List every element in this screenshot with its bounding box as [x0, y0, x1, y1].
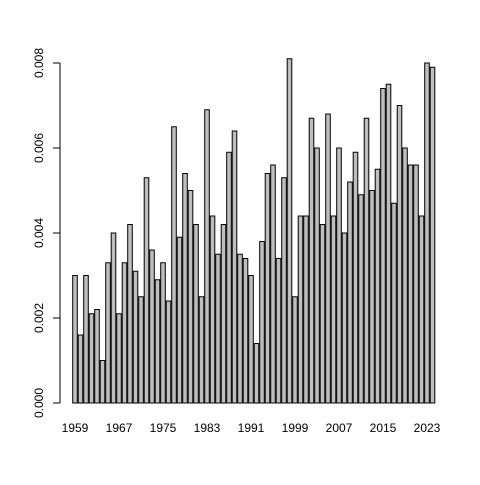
x-tick-label: 1967: [106, 421, 133, 435]
bar: [204, 109, 210, 404]
bar: [286, 58, 293, 404]
bar: [193, 224, 199, 404]
bar: [259, 241, 265, 404]
bar: [242, 258, 249, 404]
bar: [88, 313, 95, 404]
bar: [418, 215, 425, 404]
bar: [127, 224, 133, 404]
bar: [105, 262, 111, 404]
bar: [253, 343, 260, 404]
bar: [237, 253, 243, 404]
bar: [358, 194, 364, 404]
bar: [308, 117, 315, 404]
bar: [264, 173, 271, 404]
x-tick-label: 2023: [414, 421, 441, 435]
x-tick-label: 2015: [370, 421, 397, 435]
bar: [314, 147, 320, 404]
bar: [391, 202, 397, 404]
bar: [77, 334, 84, 404]
bar: [110, 232, 117, 404]
bar: [325, 113, 331, 404]
y-tick-label: 0.002: [32, 303, 46, 333]
bar: [121, 262, 128, 404]
bar: [281, 177, 287, 404]
bar: [160, 262, 166, 404]
bar: [198, 296, 205, 404]
y-tick-label: 0.008: [32, 48, 46, 78]
bar: [303, 215, 309, 404]
bar: [330, 215, 337, 404]
bar: [83, 275, 89, 404]
bar: [424, 62, 430, 404]
bar: [319, 224, 326, 404]
bar: [231, 130, 238, 404]
x-tick-label: 1975: [150, 421, 177, 435]
bar: [270, 164, 276, 404]
bar: [94, 309, 100, 404]
x-tick-label: 1991: [238, 421, 265, 435]
bar: [165, 300, 172, 404]
bar: [407, 164, 414, 404]
bar: [385, 83, 392, 404]
bar: [336, 147, 342, 404]
bar: [187, 190, 194, 404]
bar: [341, 232, 348, 404]
bar: [292, 296, 298, 404]
bar: [396, 105, 403, 404]
y-tick-label: 0.006: [32, 133, 46, 163]
bar: [176, 236, 183, 404]
bar: [99, 360, 106, 404]
x-tick-label: 1983: [194, 421, 221, 435]
bar: [143, 177, 150, 404]
x-tick-label: 2007: [326, 421, 353, 435]
bar: [275, 258, 282, 404]
bar: [220, 224, 227, 404]
bar: [374, 168, 381, 404]
bar: [116, 313, 122, 404]
bar: [363, 117, 370, 404]
bar: [182, 173, 188, 404]
bar: [138, 296, 144, 404]
bar: [171, 126, 177, 404]
bar: [132, 270, 139, 404]
bar: [380, 88, 386, 404]
x-tick-label: 1959: [62, 421, 89, 435]
bar: [226, 151, 232, 404]
bar: [248, 275, 254, 404]
bar: [215, 253, 221, 404]
bar: [369, 190, 375, 404]
bar: [149, 249, 155, 404]
y-tick-label: 0.000: [32, 388, 46, 418]
bar: [347, 181, 353, 404]
bar: [429, 66, 436, 404]
x-tick-label: 1999: [282, 421, 309, 435]
bar: [402, 147, 408, 404]
y-tick-label: 0.004: [32, 218, 46, 248]
bar: [413, 164, 419, 404]
bar: [352, 151, 359, 404]
bar: [154, 279, 161, 404]
bar: [209, 215, 216, 404]
bar: [72, 275, 78, 404]
bar: [297, 215, 304, 404]
